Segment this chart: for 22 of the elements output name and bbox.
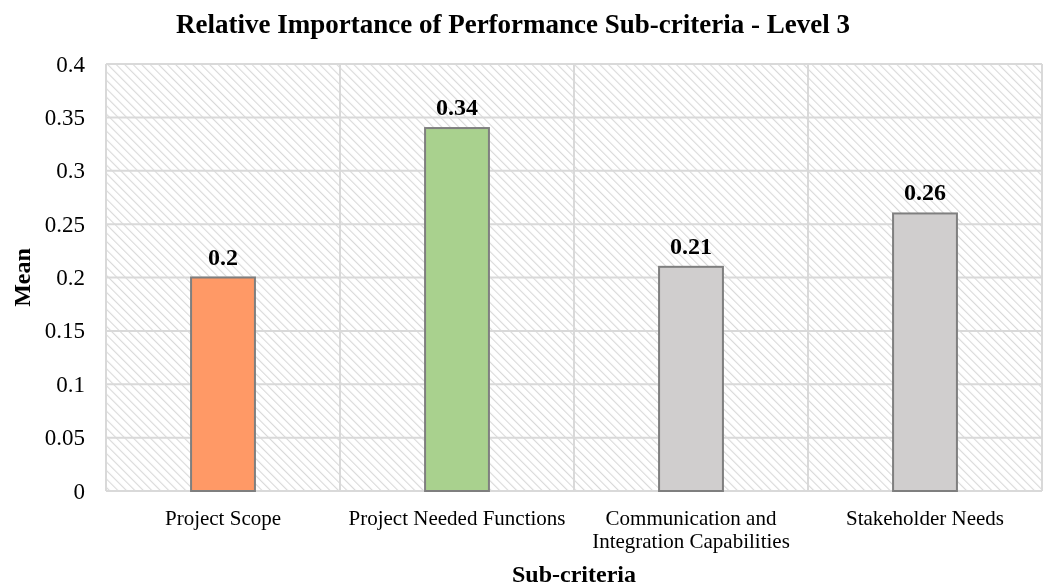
y-tick-label: 0.25 [44,211,85,237]
y-tick-label: 0.05 [44,425,85,451]
y-tick-label: 0 [73,478,85,504]
data-label: 0.26 [904,179,946,206]
data-label: 0.21 [670,232,712,259]
y-tick-label: 0.2 [56,265,85,290]
x-tick-label: Project Scope [164,506,282,530]
bar [190,276,256,492]
x-tick-label: Project Needed Functions [348,506,566,530]
y-tick-label: 0.15 [44,318,85,344]
data-label: 0.34 [436,94,478,121]
chart-title: Relative Importance of Performance Sub-criteria - Level 3 [175,9,851,39]
x-tick-label: Stakeholder Needs [845,506,1005,530]
y-axis-title: Mean [9,248,35,307]
y-tick-label: 0.35 [44,104,85,130]
y-tick-label: 0.3 [56,158,85,184]
data-label: 0.2 [208,243,238,270]
x-tick-label: Communication and Integration Capabilities [592,506,790,553]
x-axis-title: Sub-criteria [512,561,636,587]
bar [424,127,490,492]
y-tick-label: 0.4 [56,51,86,77]
y-tick-label: 0.1 [56,371,85,397]
